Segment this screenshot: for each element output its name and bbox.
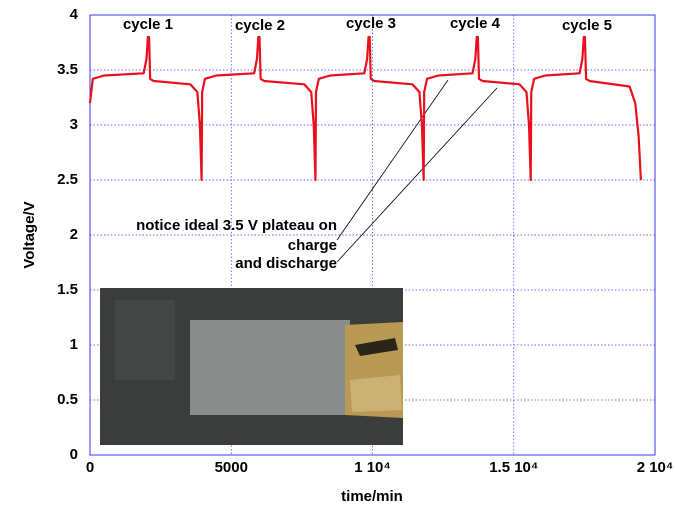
annotation: cycle 3 <box>346 15 396 32</box>
inset-photo <box>100 288 403 445</box>
y-tick-label: 1 <box>70 336 78 353</box>
y-axis-label: Voltage/V <box>21 201 38 268</box>
annotation: cycle 1 <box>123 16 173 33</box>
annotation: and discharge <box>235 255 337 272</box>
annotation: notice ideal 3.5 V plateau on <box>136 217 337 234</box>
annotation: charge <box>288 237 337 254</box>
y-tick-label: 4 <box>70 6 79 23</box>
x-tick-label: 0 <box>86 459 94 476</box>
y-tick-label: 2.5 <box>57 171 78 188</box>
y-tick-label: 1.5 <box>57 281 78 298</box>
x-tick-label: 5000 <box>215 459 248 476</box>
x-tick-label: 2 10⁴ <box>637 459 674 476</box>
annotation-leaders <box>336 79 498 263</box>
annotation: cycle 4 <box>450 15 501 32</box>
annotation: cycle 5 <box>562 17 612 34</box>
y-tick-label: 0 <box>70 446 78 463</box>
x-tick-label: 1 10⁴ <box>354 459 391 476</box>
y-tick-label: 0.5 <box>57 391 78 408</box>
y-tick-label: 3 <box>70 116 78 133</box>
annotation: cycle 2 <box>235 17 285 34</box>
y-tick-label: 2 <box>70 226 78 243</box>
x-axis-label: time/min <box>341 488 403 505</box>
data-line <box>88 35 642 182</box>
x-tick-label: 1.5 10⁴ <box>489 459 538 476</box>
y-tick-label: 3.5 <box>57 61 78 78</box>
